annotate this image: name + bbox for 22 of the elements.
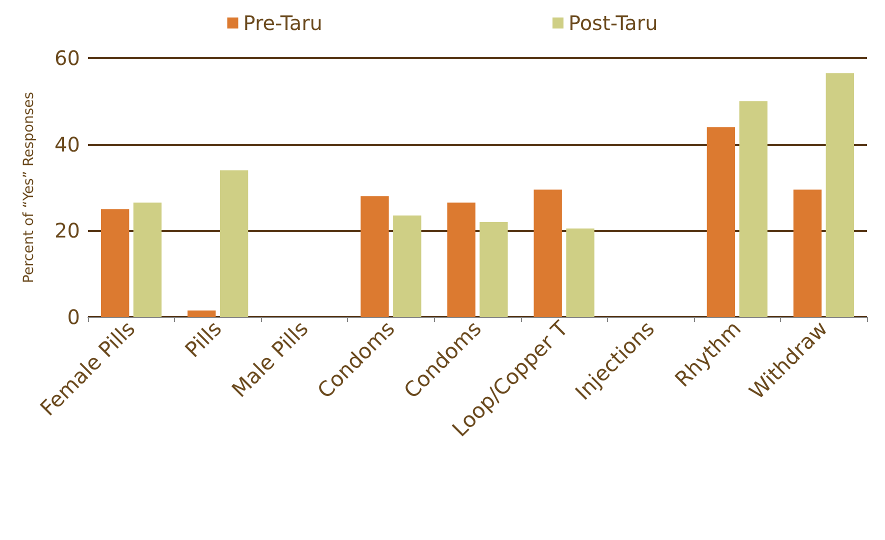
bar <box>534 190 562 317</box>
bar <box>447 202 476 317</box>
y-tick-label: 20 <box>54 218 80 243</box>
bar <box>393 216 422 317</box>
bar <box>133 202 162 317</box>
y-tick-label: 0 <box>67 305 80 329</box>
bar <box>100 209 130 317</box>
y-tick-label: 60 <box>54 46 80 70</box>
bar <box>739 101 768 317</box>
y-axis-title: Percent of “Yes” Responses <box>21 92 37 284</box>
legend-label: Pre-Taru <box>243 11 322 35</box>
x-tick-label: Pills <box>180 316 226 362</box>
bar <box>826 73 854 317</box>
bar <box>566 228 594 317</box>
bar <box>360 196 389 317</box>
bar <box>480 222 508 317</box>
legend-label: Post-Taru <box>568 11 658 35</box>
bar <box>188 310 216 317</box>
y-tick-label: 40 <box>54 132 80 156</box>
bar <box>793 190 822 317</box>
bar <box>706 127 736 317</box>
bar <box>220 170 248 317</box>
